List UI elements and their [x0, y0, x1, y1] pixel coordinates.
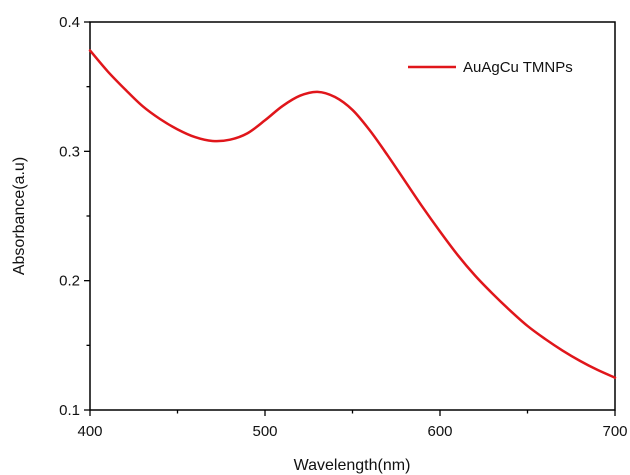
- series-line-auagcu-tmnps: [88, 49, 617, 379]
- x-tick-label: 400: [77, 423, 102, 440]
- y-axis-ticks: 0.1 0.2 0.3 0.4: [59, 14, 90, 419]
- x-axis-title: Wavelength(nm): [294, 457, 411, 474]
- y-tick-label: 0.4: [59, 14, 80, 31]
- legend: AuAgCu TMNPs: [408, 59, 573, 76]
- plot-frame: [89, 21, 616, 411]
- x-tick-label: 700: [602, 423, 627, 440]
- x-tick-label: 500: [252, 423, 277, 440]
- y-axis-title: Absorbance(a.u): [11, 157, 28, 275]
- y-tick-label: 0.3: [59, 143, 80, 160]
- x-axis-ticks: 400 500 600 700: [77, 410, 628, 440]
- legend-label: AuAgCu TMNPs: [463, 59, 573, 76]
- x-tick-label: 600: [427, 423, 452, 440]
- y-tick-label: 0.1: [59, 402, 80, 419]
- y-tick-label: 0.2: [59, 273, 80, 290]
